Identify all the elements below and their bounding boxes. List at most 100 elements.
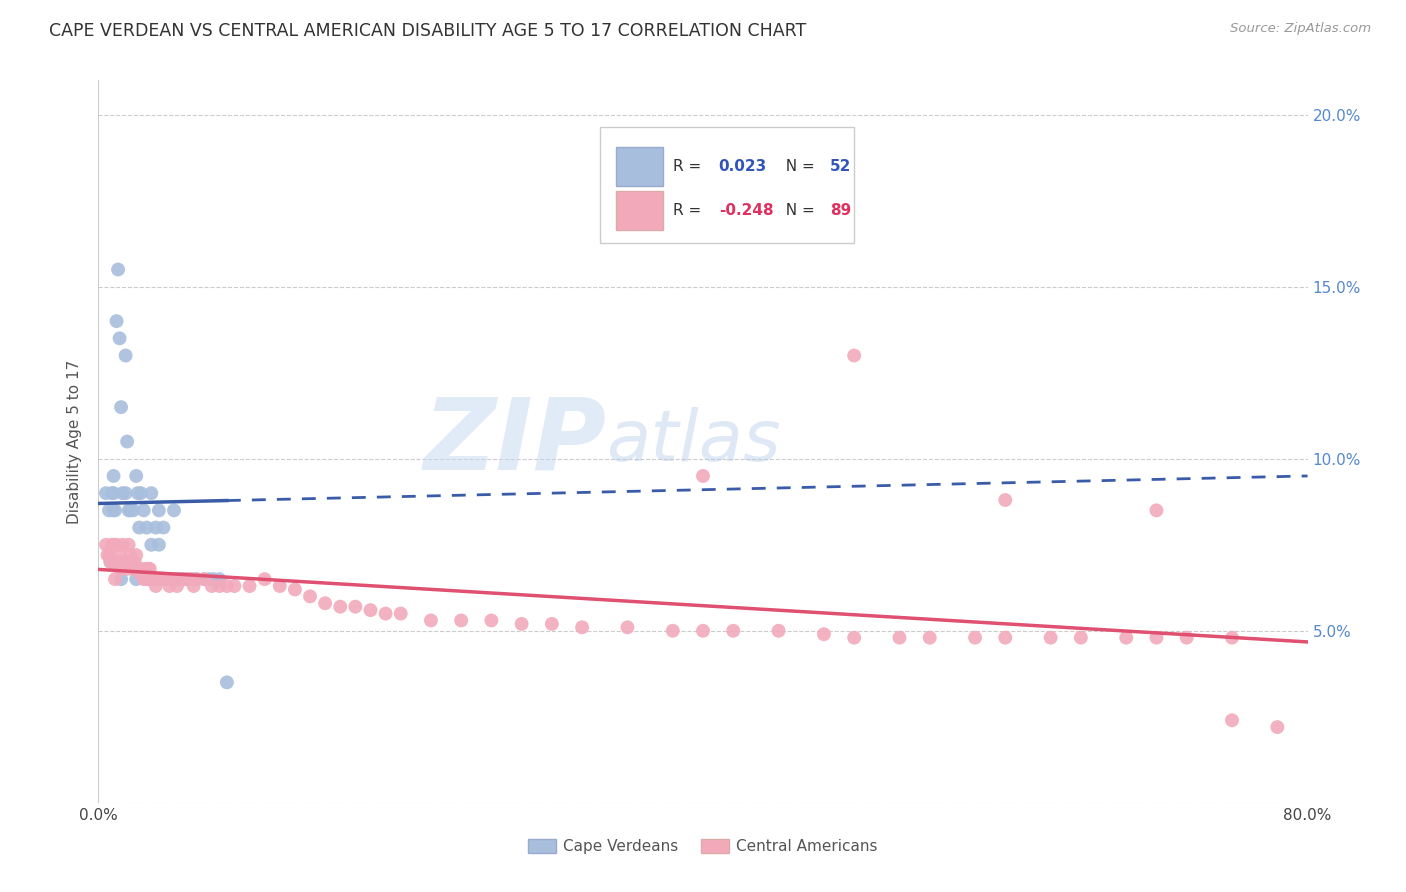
Point xyxy=(125,469,148,483)
Point xyxy=(183,579,205,593)
Point xyxy=(174,572,197,586)
Point xyxy=(450,614,472,628)
Point xyxy=(101,538,124,552)
Text: R =: R = xyxy=(672,160,706,175)
Point xyxy=(105,314,128,328)
Point xyxy=(100,555,122,569)
Point xyxy=(124,555,146,569)
Point xyxy=(125,572,148,586)
Point xyxy=(661,624,683,638)
Point xyxy=(540,616,562,631)
Point xyxy=(481,614,503,628)
Point xyxy=(114,349,136,363)
Point xyxy=(132,503,155,517)
Point xyxy=(121,555,143,569)
Point xyxy=(104,503,127,517)
Point xyxy=(94,538,117,552)
Point xyxy=(107,555,129,569)
Point xyxy=(120,548,142,562)
Point xyxy=(103,486,125,500)
Point xyxy=(122,503,145,517)
Point xyxy=(150,572,173,586)
Point xyxy=(136,562,159,576)
Point xyxy=(114,486,136,500)
Point xyxy=(159,572,181,586)
Point xyxy=(163,572,186,586)
Point xyxy=(103,555,125,569)
Point xyxy=(155,572,177,586)
Point xyxy=(150,572,173,586)
Point xyxy=(129,486,152,500)
Point xyxy=(107,262,129,277)
Point xyxy=(141,572,163,586)
Point xyxy=(103,469,125,483)
FancyBboxPatch shape xyxy=(616,191,664,230)
Point xyxy=(616,620,638,634)
Point xyxy=(844,349,866,363)
Point xyxy=(179,572,201,586)
Text: 89: 89 xyxy=(830,202,851,218)
Point xyxy=(148,538,170,552)
Point xyxy=(239,579,262,593)
Point xyxy=(889,631,911,645)
Text: Source: ZipAtlas.com: Source: ZipAtlas.com xyxy=(1230,22,1371,36)
Point xyxy=(193,572,215,586)
Point xyxy=(111,486,134,500)
Point xyxy=(159,579,181,593)
Point xyxy=(692,624,714,638)
Point xyxy=(202,572,225,586)
Point xyxy=(128,566,150,580)
Point xyxy=(143,572,166,586)
Point xyxy=(181,572,204,586)
Point xyxy=(344,599,367,614)
Point xyxy=(208,579,231,593)
Point xyxy=(103,538,125,552)
Point xyxy=(224,579,246,593)
Point xyxy=(173,572,195,586)
Point xyxy=(115,562,138,576)
Point xyxy=(136,572,159,586)
Text: N =: N = xyxy=(776,160,820,175)
Point xyxy=(135,520,157,534)
Point xyxy=(193,572,215,586)
Text: CAPE VERDEAN VS CENTRAL AMERICAN DISABILITY AGE 5 TO 17 CORRELATION CHART: CAPE VERDEAN VS CENTRAL AMERICAN DISABIL… xyxy=(49,22,807,40)
Point xyxy=(1144,631,1167,645)
Point xyxy=(1220,713,1243,727)
Point xyxy=(994,493,1017,508)
Point xyxy=(269,579,291,593)
Point xyxy=(186,572,208,586)
Point xyxy=(571,620,593,634)
Point xyxy=(768,624,790,638)
Point xyxy=(215,675,238,690)
Point xyxy=(1175,631,1198,645)
Point xyxy=(100,555,122,569)
Point xyxy=(163,503,186,517)
Point xyxy=(918,631,941,645)
Point xyxy=(110,400,132,414)
Point xyxy=(844,631,866,645)
Point xyxy=(1070,631,1092,645)
Point xyxy=(166,579,188,593)
Text: -0.248: -0.248 xyxy=(718,202,773,218)
Point xyxy=(813,627,835,641)
Point xyxy=(122,562,145,576)
Point xyxy=(101,486,124,500)
Point xyxy=(141,538,163,552)
Point xyxy=(148,572,170,586)
Point xyxy=(139,562,162,576)
Point xyxy=(120,503,142,517)
Point xyxy=(108,331,131,345)
Text: ZIP: ZIP xyxy=(423,393,606,490)
Point xyxy=(96,548,118,562)
Point xyxy=(110,562,132,576)
Text: atlas: atlas xyxy=(606,407,780,476)
Point xyxy=(723,624,745,638)
Point xyxy=(155,572,177,586)
Text: N =: N = xyxy=(776,202,820,218)
Point xyxy=(105,538,128,552)
Point xyxy=(134,562,156,576)
Point xyxy=(152,520,174,534)
Point xyxy=(128,520,150,534)
Point xyxy=(1039,631,1062,645)
Point xyxy=(112,555,135,569)
